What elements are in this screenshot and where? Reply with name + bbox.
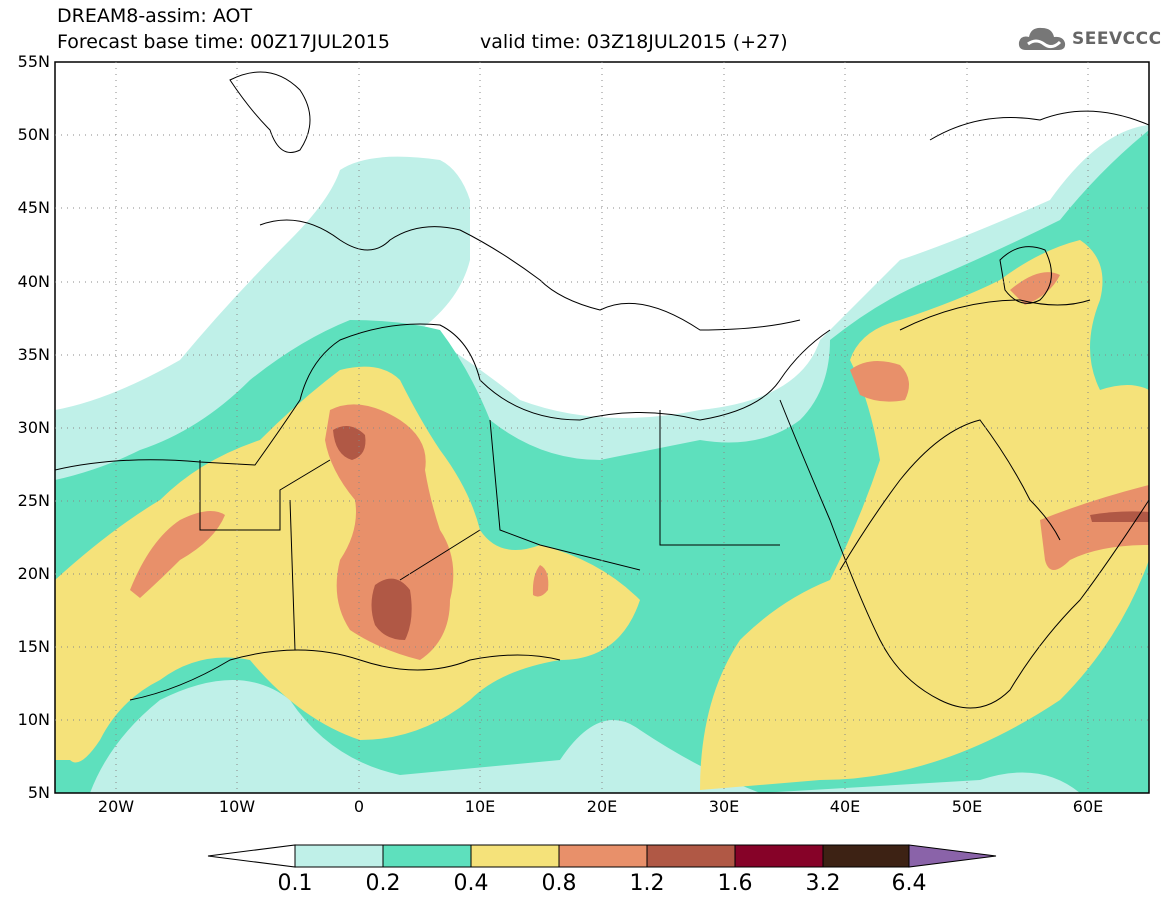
seevccc-logo: SEEVCCC xyxy=(1018,24,1162,54)
lat-label: 55N xyxy=(17,52,50,71)
lat-label: 15N xyxy=(17,637,50,656)
colorbar-label: 3.2 xyxy=(805,871,841,896)
colorbar-label: 1.6 xyxy=(717,871,753,896)
colorbar-label: 0.1 xyxy=(277,871,313,896)
colorbar-label: 0.4 xyxy=(453,871,489,896)
graticule xyxy=(55,62,1149,793)
lon-label: 50E xyxy=(951,797,983,816)
colorbar-label: 0.8 xyxy=(541,871,577,896)
colorbar-box-3 xyxy=(470,844,560,868)
aot-band-0.8-oman xyxy=(1040,485,1149,570)
aot-band-0.8-mauritania xyxy=(130,511,225,598)
colorbar-box-1 xyxy=(294,844,384,868)
valid-time: valid time: 03Z18JUL2015 (+27) xyxy=(480,31,788,53)
lon-label: 20W xyxy=(97,797,135,816)
lat-label: 20N xyxy=(17,564,50,583)
colorbar xyxy=(207,844,997,868)
aot-band-0.8-iraq xyxy=(850,361,909,402)
colorbar-label: 0.2 xyxy=(365,871,401,896)
colorbar-box-2 xyxy=(382,844,472,868)
lon-label: 20E xyxy=(586,797,618,816)
colorbar-label: 1.2 xyxy=(629,871,665,896)
lon-label: 60E xyxy=(1072,797,1104,816)
aot-band-1.2-niger xyxy=(371,578,412,640)
colorbar-box-7 xyxy=(822,844,910,868)
lon-label: 10E xyxy=(464,797,496,816)
map-title: DREAM8-assim: AOT xyxy=(57,5,253,27)
lat-label: 45N xyxy=(17,198,50,217)
lat-label: 35N xyxy=(17,345,50,364)
lat-label: 10N xyxy=(17,710,50,729)
lon-label: 40E xyxy=(829,797,861,816)
lat-label: 25N xyxy=(17,491,50,510)
lon-label: 0 xyxy=(353,797,365,816)
lat-label: 40N xyxy=(17,272,50,291)
colorbar-box-4 xyxy=(558,844,648,868)
aot-band-0.8-caspian xyxy=(1010,272,1060,305)
colorbar-box-6 xyxy=(734,844,824,868)
aot-band-0.8-sahara xyxy=(325,404,454,660)
coastlines xyxy=(55,71,1149,709)
logo-text: SEEVCCC xyxy=(1072,29,1162,49)
colorbar-box-5 xyxy=(646,844,736,868)
lat-label: 30N xyxy=(17,418,50,437)
aot-band-1.2-oman xyxy=(1090,511,1149,522)
lat-label: 50N xyxy=(17,125,50,144)
colorbar-over xyxy=(908,844,997,868)
cloud-icon xyxy=(1018,27,1066,50)
aot-band-0.8-chad xyxy=(532,565,549,597)
aot-band-1.2-algeria xyxy=(333,426,366,460)
forecast-base-time: Forecast base time: 00Z17JUL2015 xyxy=(57,31,390,53)
lat-label: 5N xyxy=(27,783,50,802)
lon-label: 10W xyxy=(218,797,256,816)
lon-label: 30E xyxy=(708,797,740,816)
colorbar-under xyxy=(207,844,296,868)
aot-band-0.4-east xyxy=(700,240,1149,790)
colorbar-label: 6.4 xyxy=(891,871,927,896)
